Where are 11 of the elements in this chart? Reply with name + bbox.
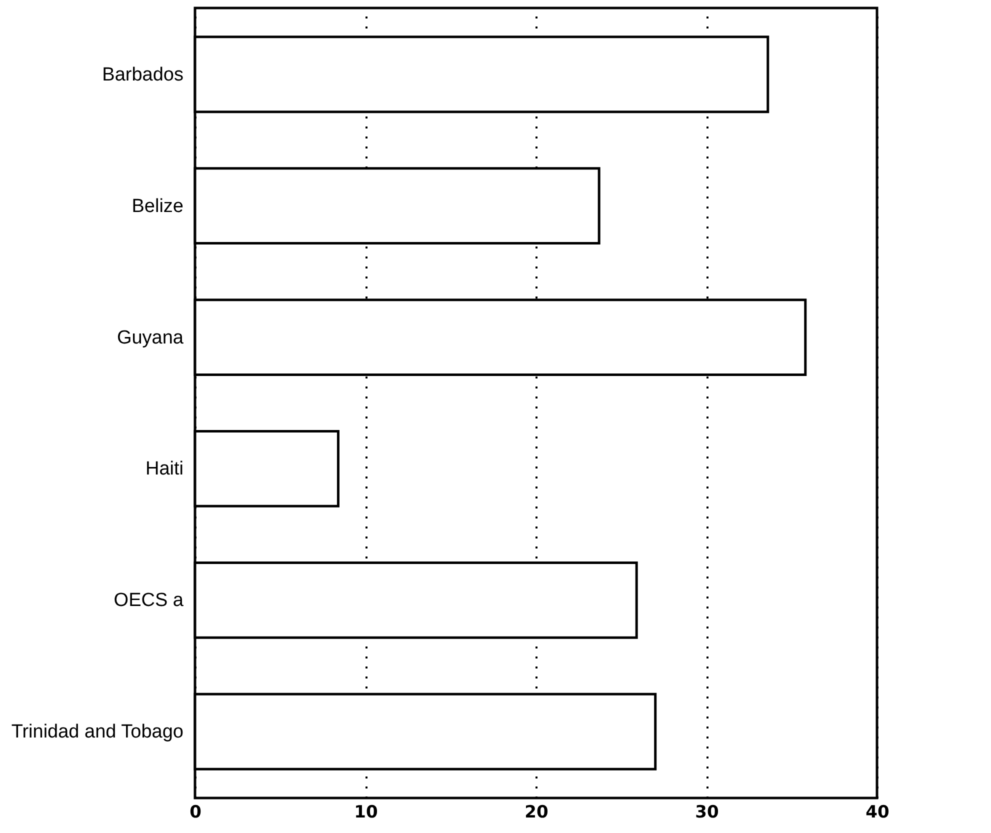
x-tick-label: 10 bbox=[354, 802, 378, 822]
x-tick-label: 30 bbox=[695, 802, 719, 822]
y-tick-label: Belize bbox=[132, 196, 184, 217]
y-tick-label: Guyana bbox=[116, 327, 184, 348]
x-tick-label: 0 bbox=[190, 802, 202, 822]
y-tick-label: Haiti bbox=[145, 458, 184, 480]
x-tick-label: 20 bbox=[524, 802, 548, 822]
y-tick-label: Trinidad and Tobago bbox=[11, 722, 184, 743]
x-tick-label: 40 bbox=[866, 802, 890, 822]
y-tick-label: OECS a bbox=[114, 590, 184, 612]
y-tick-label: Barbados bbox=[102, 64, 184, 86]
